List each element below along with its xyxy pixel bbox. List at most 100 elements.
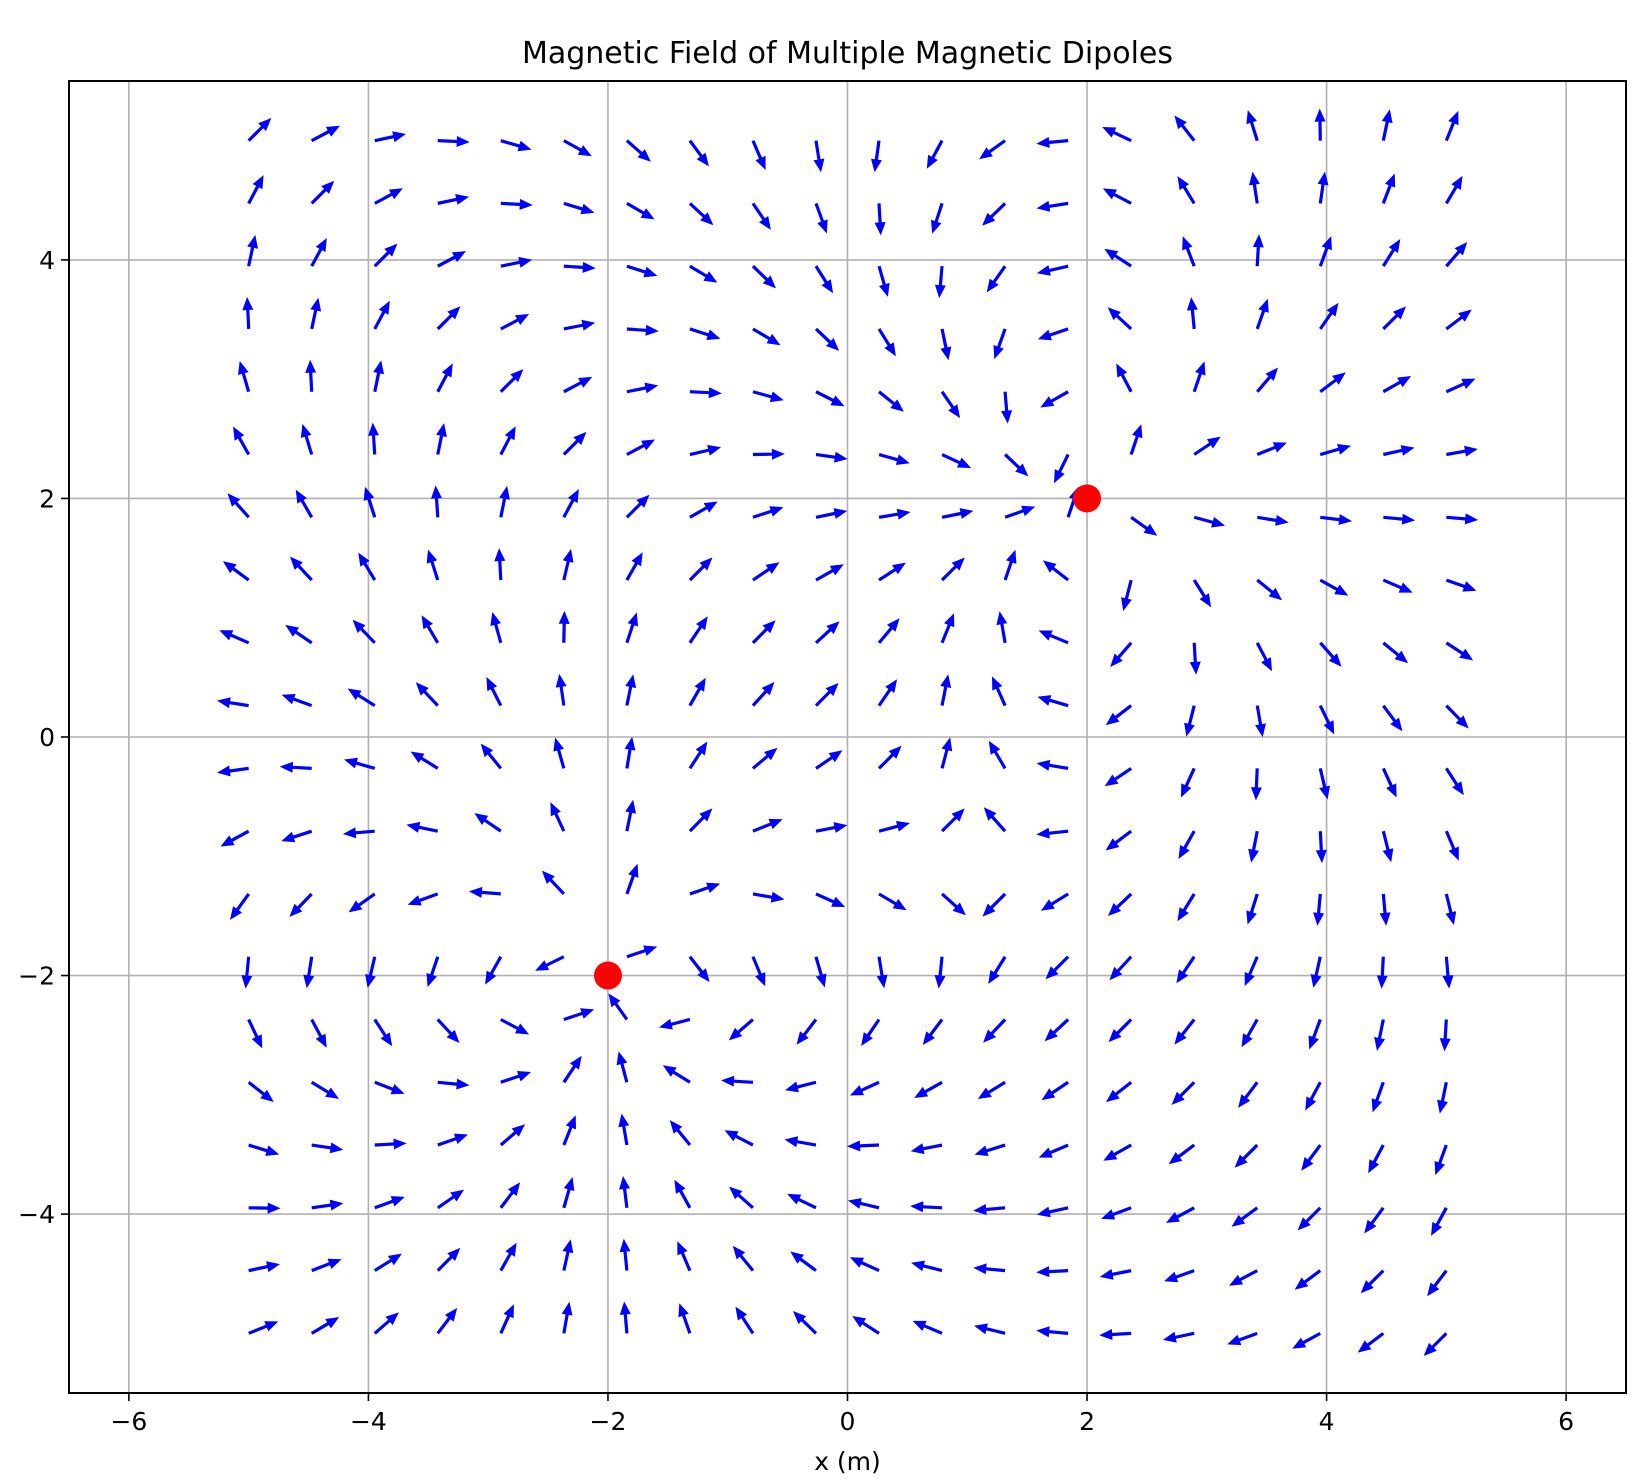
field-arrow	[1381, 173, 1396, 204]
field-arrow	[436, 1018, 460, 1043]
field-arrow	[303, 956, 315, 989]
field-arrow	[1181, 767, 1196, 798]
field-arrow	[1445, 378, 1476, 394]
dipole-markers	[593, 484, 1102, 990]
field-arrow	[1319, 578, 1349, 596]
field-arrow	[1445, 242, 1468, 268]
field-arrow	[1446, 445, 1478, 457]
field-arrow	[662, 1065, 691, 1084]
field-arrow	[1193, 436, 1221, 456]
field-arrow	[436, 1247, 461, 1272]
field-arrow	[242, 297, 254, 329]
field-arrow	[373, 243, 398, 268]
field-arrow	[626, 202, 655, 220]
field-arrow	[751, 140, 766, 170]
field-arrow	[1368, 1144, 1385, 1174]
field-arrow	[1301, 1144, 1322, 1171]
field-arrow	[1320, 514, 1352, 525]
field-arrow	[281, 694, 313, 708]
field-arrow	[1102, 127, 1132, 143]
field-arrow	[625, 863, 639, 895]
field-arrows	[217, 108, 1479, 1356]
field-arrow	[982, 892, 1007, 917]
field-arrow	[1439, 1019, 1451, 1052]
field-arrow	[1357, 1332, 1385, 1353]
field-arrow	[1360, 1269, 1385, 1294]
field-arrow	[1174, 1018, 1196, 1045]
field-arrow	[735, 1306, 755, 1335]
field-arrow	[988, 955, 1007, 984]
field-arrow	[941, 892, 966, 916]
field-arrow	[815, 750, 843, 770]
field-arrow	[931, 202, 944, 234]
field-arrow	[1130, 516, 1158, 536]
field-arrow	[1444, 893, 1457, 925]
field-arrow	[877, 328, 896, 357]
field-arrow	[217, 765, 249, 777]
field-arrow	[1004, 505, 1036, 519]
field-arrow	[1177, 176, 1196, 205]
field-arrow	[310, 238, 327, 267]
field-arrow	[688, 741, 708, 770]
field-arrow	[1382, 641, 1409, 664]
field-arrow	[500, 1018, 530, 1035]
field-arrow	[238, 361, 251, 393]
field-arrow	[911, 1260, 943, 1273]
field-arrow	[940, 557, 965, 582]
field-arrow	[247, 175, 264, 205]
field-arrow	[974, 1143, 1006, 1156]
field-arrow	[374, 188, 403, 205]
field-arrow	[1044, 1018, 1070, 1042]
field-arrow	[1255, 642, 1272, 672]
field-arrow	[618, 1113, 630, 1146]
field-arrow	[625, 494, 650, 519]
field-arrow	[500, 139, 532, 152]
field-arrow	[877, 679, 898, 707]
field-arrow	[310, 180, 335, 205]
field-arrow	[1105, 829, 1133, 851]
field-arrow	[940, 737, 953, 769]
field-arrow	[941, 453, 972, 468]
field-arrow	[1255, 705, 1266, 738]
field-arrow	[1319, 444, 1351, 457]
field-arrow	[344, 757, 376, 770]
field-arrow	[619, 1301, 631, 1334]
field-arrow	[1423, 1332, 1448, 1356]
field-arrow	[1037, 695, 1069, 708]
field-arrow	[436, 1307, 458, 1335]
field-arrow	[1364, 1206, 1385, 1234]
field-arrow	[436, 363, 453, 393]
field-arrow	[1255, 298, 1269, 330]
field-arrow	[227, 493, 250, 519]
field-arrow	[1317, 171, 1329, 204]
field-arrow	[1040, 390, 1069, 408]
field-arrow	[500, 256, 533, 268]
field-arrow	[847, 1198, 880, 1210]
field-arrow	[436, 306, 461, 331]
field-arrow	[626, 945, 658, 959]
field-arrow	[608, 993, 629, 1021]
field-arrow	[619, 1238, 631, 1271]
field-arrow	[934, 266, 946, 299]
field-arrow	[849, 1080, 880, 1096]
field-arrow	[926, 139, 944, 169]
field-arrow	[914, 1080, 943, 1098]
field-arrow	[815, 564, 844, 582]
field-arrow	[1294, 1269, 1322, 1290]
field-arrow	[1248, 830, 1259, 863]
field-arrow	[311, 1199, 344, 1211]
field-arrow	[1036, 1326, 1069, 1338]
field-arrow	[728, 1018, 754, 1041]
field-arrow	[1178, 830, 1196, 859]
field-arrow	[689, 264, 718, 283]
field-arrow	[877, 745, 902, 770]
field-arrow	[311, 1258, 342, 1273]
field-arrow	[310, 1080, 339, 1099]
field-arrow	[751, 202, 771, 230]
field-arrow	[248, 1321, 279, 1335]
field-arrow	[1109, 955, 1133, 981]
field-arrow	[751, 265, 776, 289]
y-tick-label: −4	[18, 1200, 55, 1229]
field-arrow	[689, 444, 722, 457]
